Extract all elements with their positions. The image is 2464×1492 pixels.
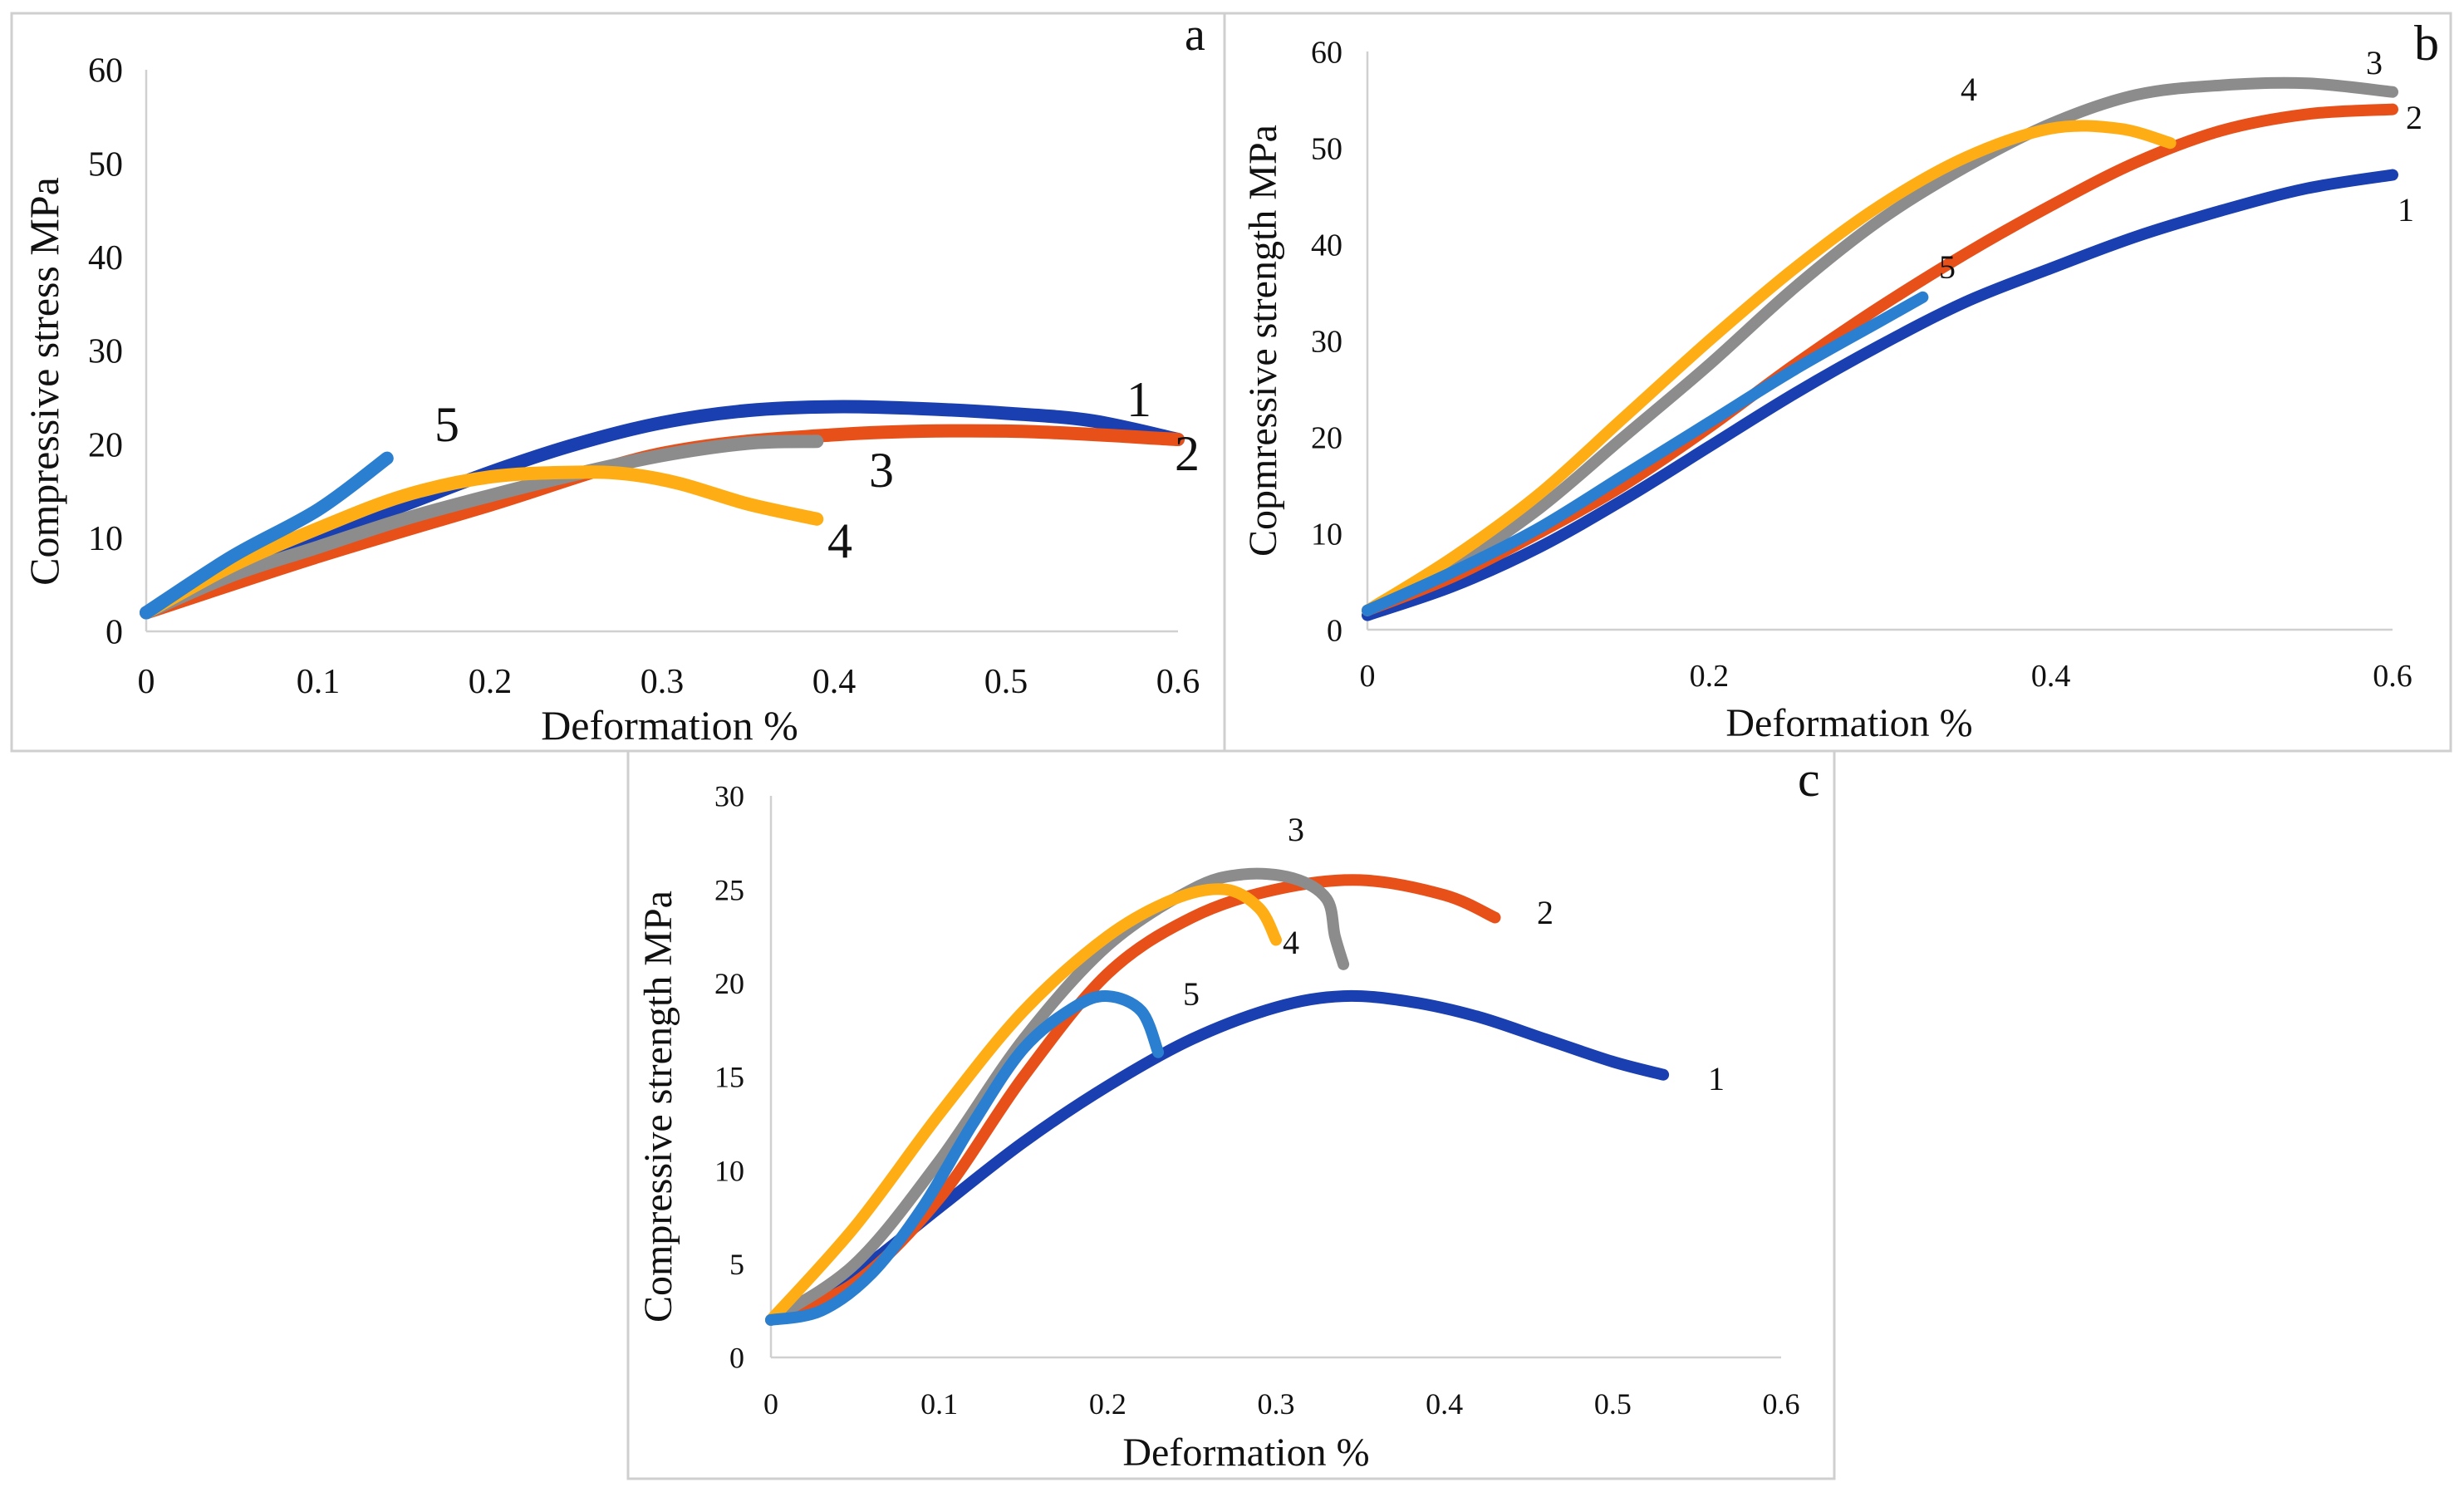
- panel-b-plot-area: 0 0.2 0.4 0.6 0 10 20 30 40 50 60: [1311, 35, 2412, 694]
- panel-a-plot-area: 0 0.1 0.2 0.3 0.4 0.5 0.6 0 10 20 30 40 50 60: [88, 52, 1200, 701]
- panel-b-series-label-5: 5: [1939, 248, 1956, 286]
- panel-a-y-tick-label: 20: [88, 426, 123, 464]
- panel-b-y-tick-label: 0: [1327, 613, 1342, 648]
- panel-c-y-tick-label: 30: [714, 780, 744, 813]
- panel-b-series-4-line: [1362, 120, 2177, 616]
- panel-c-x-tick-label: 0.6: [1763, 1387, 1800, 1421]
- panel-a-x-tick-label: 0: [138, 663, 155, 701]
- panel-a-x-tick-label: 0.5: [984, 663, 1028, 701]
- panel-c-x-tick-label: 0.1: [920, 1387, 958, 1421]
- panel-c-y-tick-label: 25: [714, 873, 744, 906]
- panel-c-x-tick-label: 0.5: [1594, 1387, 1632, 1421]
- panel-b-series-label-4: 4: [1961, 71, 1977, 108]
- panel-b-y-tick-label: 30: [1311, 324, 1342, 359]
- panel-b-letter: b: [2414, 16, 2439, 71]
- panel-b-x-tick-label: 0.4: [2031, 659, 2071, 694]
- panel-a-series-5-line: [140, 451, 394, 620]
- panel-c-y-tick-label: 15: [714, 1061, 744, 1094]
- panel-a-x-tick-label: 0.4: [812, 663, 857, 701]
- panel-c-letter: c: [1798, 752, 1820, 807]
- panel-a-series-label-1: 1: [1126, 372, 1151, 427]
- panel-b-y-axis-label: Copmressive strength MPa: [1241, 125, 1285, 557]
- panel-a-y-tick-label: 0: [106, 614, 123, 652]
- panel-a-x-tick-label: 0.6: [1156, 663, 1200, 701]
- panel-a-series-4-line: [140, 465, 824, 620]
- panel-c-x-tick-label: 0.2: [1089, 1387, 1126, 1421]
- panel-a-y-tick-label: 40: [88, 239, 123, 277]
- panel-c-x-axis-label: Deformation %: [1122, 1431, 1369, 1475]
- panel-a-x-axis-label: Deformation %: [541, 702, 798, 748]
- panel-b-y-tick-label: 10: [1311, 517, 1342, 552]
- panel-a-y-tick-label: 50: [88, 145, 123, 184]
- panel-c-x-tick-label: 0: [763, 1387, 778, 1421]
- panel-c-series-5-line: [765, 990, 1165, 1326]
- panel-c-y-tick-label: 5: [729, 1248, 744, 1281]
- panel-a-series-label-2: 2: [1175, 426, 1200, 481]
- panel-a: a Deformation % Compressive stress MPa 0…: [21, 9, 1205, 748]
- panel-a-frame: [10, 12, 1226, 753]
- panel-b: b Deformation % Copmressive strength MPa…: [1241, 16, 2439, 745]
- panel-b-y-tick-label: 20: [1311, 420, 1342, 455]
- panel-a-series-3-line: [140, 434, 824, 620]
- panel-a-y-axis-label: Compressive stress MPa: [21, 177, 67, 586]
- panel-b-y-tick-label: 60: [1311, 35, 1342, 70]
- panel-c-series-4-line: [765, 883, 1282, 1326]
- panel-c-series-label-3: 3: [1288, 811, 1304, 848]
- panel-b-x-tick-label: 0: [1360, 659, 1376, 694]
- panel-c-x-tick-label: 0.3: [1258, 1387, 1295, 1421]
- panel-a-series-label-3: 3: [869, 443, 894, 498]
- panel-b-series-5-line: [1362, 291, 1929, 616]
- panel-b-series-label-1: 1: [2398, 191, 2414, 228]
- panel-c-y-tick-label: 20: [714, 967, 744, 1000]
- panel-c-y-axis-label: Compressive strength MPa: [636, 891, 680, 1323]
- panel-c-series-3-line: [765, 867, 1350, 1326]
- panel-b-x-axis-label: Deformation %: [1725, 701, 1972, 745]
- panel-b-series-label-3: 3: [2366, 44, 2383, 81]
- panel-b-x-tick-label: 0.2: [1690, 659, 1730, 694]
- panel-a-x-tick-label: 0.2: [469, 663, 513, 701]
- panel-b-x-tick-label: 0.6: [2373, 659, 2412, 694]
- panel-c-x-tick-label: 0.4: [1426, 1387, 1463, 1421]
- panel-c-frame: [626, 749, 1836, 1480]
- panel-a-letter: a: [1185, 9, 1205, 61]
- panel-a-series-label-5: 5: [434, 397, 459, 452]
- panel-c-y-tick-label: 10: [714, 1154, 744, 1187]
- panel-a-y-tick-label: 10: [88, 520, 123, 558]
- panel-c-series-label-2: 2: [1537, 894, 1553, 931]
- panel-c-series-label-1: 1: [1708, 1060, 1725, 1097]
- panel-a-x-tick-label: 0.1: [297, 663, 341, 701]
- panel-b-frame: [1223, 12, 2452, 753]
- panel-c-y-tick-label: 0: [729, 1342, 744, 1375]
- panel-c-series-label-5: 5: [1183, 975, 1200, 1013]
- panel-a-y-tick-label: 30: [88, 333, 123, 371]
- panel-a-series-1-line: [140, 400, 1185, 620]
- panel-a-y-tick-label: 60: [88, 52, 123, 91]
- panel-b-series-3-line: [1362, 76, 2398, 616]
- panel-b-series-label-2: 2: [2406, 99, 2422, 136]
- panel-c: c Deformation % Compressive strength MPa…: [636, 752, 1820, 1475]
- panel-b-y-tick-label: 40: [1311, 228, 1342, 263]
- panel-a-series-label-4: 4: [827, 513, 852, 568]
- panel-b-y-tick-label: 50: [1311, 131, 1342, 166]
- panel-c-series-label-4: 4: [1283, 924, 1299, 961]
- panel-a-x-tick-label: 0.3: [641, 663, 685, 701]
- panel-b-series-1-line: [1362, 169, 2398, 621]
